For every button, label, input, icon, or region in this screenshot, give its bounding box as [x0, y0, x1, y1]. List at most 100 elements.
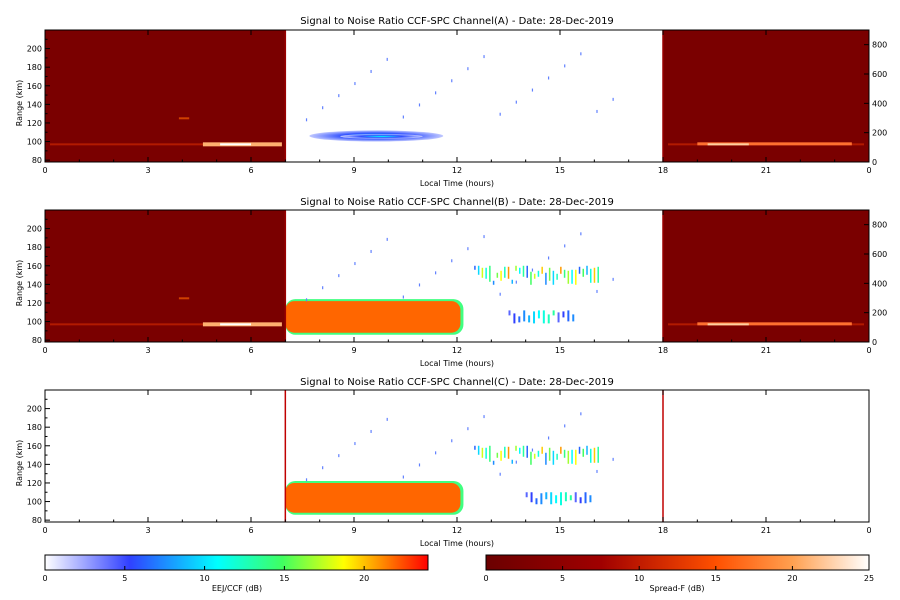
- eej-ccf-patch: [545, 492, 548, 500]
- x-tick-label: 0: [42, 166, 47, 175]
- eej-ccf-patch: [519, 267, 521, 274]
- eej-ccf-patch: [507, 266, 510, 279]
- y-tick-label: 120: [27, 479, 42, 488]
- y2-tick-label: 200: [872, 309, 887, 318]
- eej-ccf-patch: [523, 310, 526, 322]
- eej-ccf-patch: [593, 447, 596, 463]
- colorbar-label: EEJ/CCF (dB): [212, 584, 262, 593]
- colorbar-ticks: 0 5 10 15 20 25: [483, 566, 874, 583]
- eej-ccf-patch: [597, 446, 599, 463]
- spread-f-region: [45, 210, 286, 342]
- background-echo: [370, 249, 372, 253]
- eej-ccf-patch: [597, 266, 599, 283]
- eej-ccf-patch: [504, 446, 506, 458]
- panel-title: Signal to Noise Ratio CCF-SPC Channel(B)…: [300, 197, 614, 208]
- colorbar-tick-label: 5: [560, 574, 565, 583]
- y2-tick-label: 800: [872, 41, 887, 50]
- y-tick-label: 160: [27, 82, 42, 91]
- y-tick-label: 120: [27, 299, 42, 308]
- y2-tick-label: 600: [872, 70, 887, 79]
- background-echo: [612, 97, 614, 101]
- eej-ccf-patch: [508, 310, 511, 316]
- eej-ccf-patch: [518, 316, 521, 323]
- background-echo: [483, 55, 485, 59]
- eej-ccf-patch: [540, 493, 543, 505]
- x-tick-label: 0: [42, 346, 47, 355]
- colorbar-tick-label: 15: [711, 574, 721, 583]
- background-echo: [322, 286, 324, 290]
- eej-ccf-patch: [556, 273, 558, 280]
- x-tick-label: 18: [658, 526, 668, 535]
- background-echo: [435, 451, 437, 455]
- panel-channel-c: Signal to Noise Ratio CCF-SPC Channel(C)…: [15, 377, 872, 548]
- eej-ccf-patch: [522, 445, 525, 457]
- colorbar-gradient: [44, 554, 429, 571]
- eej-ccf-patch: [575, 449, 577, 465]
- background-echo: [467, 427, 469, 431]
- spread-f-streak: [707, 323, 749, 326]
- spread-f-streak: [50, 143, 281, 146]
- background-echo: [596, 469, 598, 473]
- background-echo: [305, 478, 308, 482]
- eej-ccf-patch: [489, 265, 491, 282]
- background-echo: [418, 463, 421, 467]
- background-echo: [451, 439, 453, 443]
- eej-ccf-patch: [492, 280, 495, 285]
- background-echo: [338, 274, 340, 278]
- background-echo: [564, 244, 566, 248]
- eej-ccf-patch: [578, 446, 581, 454]
- eej-ccf-patch: [537, 310, 540, 319]
- background-echo: [612, 457, 614, 461]
- y2-tick-label: 0: [872, 158, 877, 167]
- eej-ccf-patch: [533, 453, 536, 459]
- background-echo: [499, 112, 501, 116]
- x-tick-label: 3: [145, 526, 150, 535]
- eej-ccf-patch: [504, 266, 506, 278]
- x-tick-label: 12: [452, 346, 462, 355]
- spread-f-region: [45, 30, 286, 162]
- y2-tick-label: 400: [872, 279, 887, 288]
- y-tick-label: 140: [27, 280, 42, 289]
- eej-ccf-patch: [530, 271, 532, 285]
- x-axis-label: Local Time (hours): [420, 179, 494, 188]
- panel-channel-a: Signal to Noise Ratio CCF-SPC Channel(A)…: [15, 16, 887, 188]
- eej-ccf-patch: [537, 270, 540, 277]
- spread-f-streak: [697, 142, 852, 146]
- y2-tick-label: 800: [872, 221, 887, 230]
- x-tick-label: 21: [761, 526, 771, 535]
- y-tick-label: 100: [27, 138, 42, 147]
- x-tick-label: 3: [145, 346, 150, 355]
- background-echo: [354, 82, 356, 86]
- y-tick-label: 200: [27, 405, 42, 414]
- background-echo: [531, 268, 534, 272]
- y2-tick-label: 200: [872, 129, 887, 138]
- eej-ccf-patch: [547, 314, 550, 324]
- y-tick-label: 100: [27, 318, 42, 327]
- eej-ccf-patch: [552, 270, 555, 285]
- y-tick-label: 180: [27, 423, 42, 432]
- eej-ccf-patch: [485, 447, 487, 459]
- eej-ccf-patch: [548, 267, 551, 281]
- eej-ccf-patch: [481, 267, 484, 278]
- eej-ccf-patch: [528, 315, 531, 323]
- eej-ccf-patch: [563, 269, 566, 278]
- eej-ccf-patch: [485, 267, 487, 279]
- eej-ccf-patch: [572, 314, 575, 322]
- x-axis-label: Local Time (hours): [420, 539, 494, 548]
- background-echo: [435, 271, 437, 275]
- background-echo: [322, 466, 324, 470]
- background-echo: [564, 424, 566, 428]
- background-echo: [612, 277, 614, 281]
- x-tick-label: 18: [658, 346, 668, 355]
- background-echo: [483, 235, 485, 239]
- x-tick-label: 12: [452, 526, 462, 535]
- eej-ccf-patch: [560, 492, 562, 506]
- eej-ccf-patch: [567, 270, 570, 284]
- background-echo: [467, 247, 469, 251]
- background-echo: [483, 415, 485, 419]
- background-echo: [386, 57, 388, 61]
- eej-ccf-patch: [511, 459, 514, 464]
- eej-ccf-patch: [530, 451, 532, 465]
- y-tick-label: 200: [27, 225, 42, 234]
